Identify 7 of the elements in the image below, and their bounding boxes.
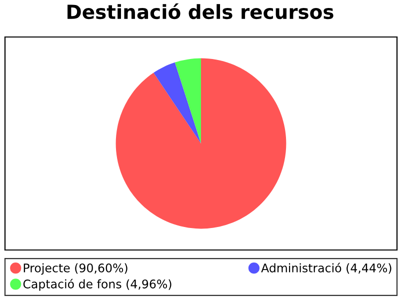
pie-slice: [116, 58, 286, 229]
chart-title: Destinació dels recursos: [68, 3, 334, 20]
legend-label: Projecte (90,60%): [24, 263, 128, 275]
legend-label: Administració (4,44%): [261, 262, 392, 274]
legend-label: Captació de fons (4,96%): [23, 278, 172, 291]
pie-slice: [154, 62, 201, 144]
pie-slice: [174, 58, 201, 144]
